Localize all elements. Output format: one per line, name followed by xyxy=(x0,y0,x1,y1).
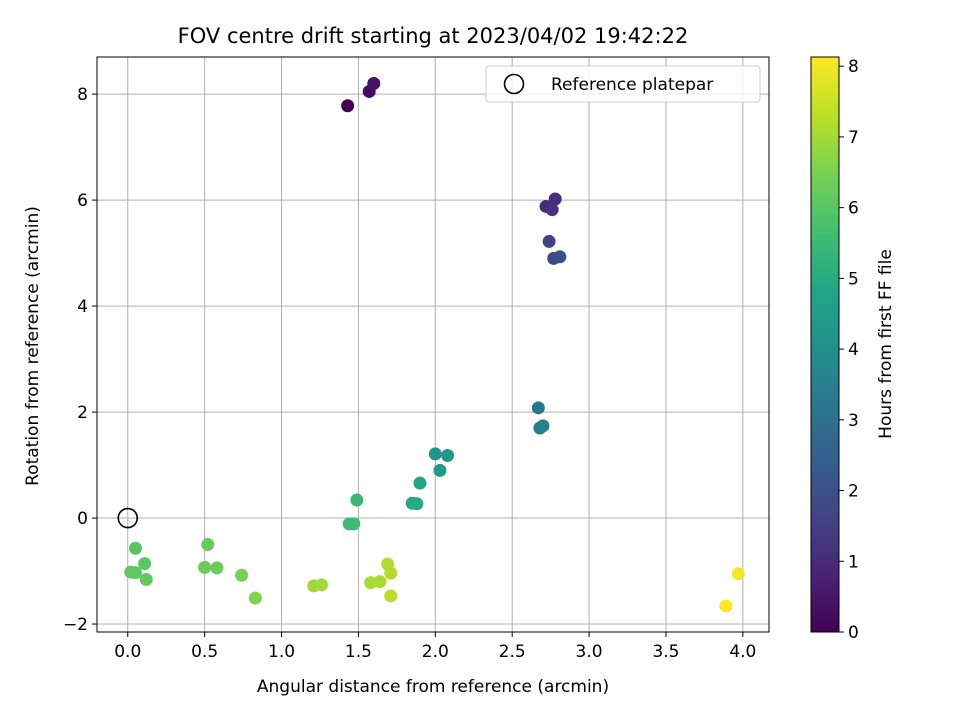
chart-title: FOV centre drift starting at 2023/04/02 … xyxy=(178,24,689,48)
x-tick-label: 0.0 xyxy=(114,642,141,662)
data-point xyxy=(384,589,398,603)
data-point xyxy=(341,99,355,113)
x-tick-label: 0.5 xyxy=(191,642,218,662)
data-point xyxy=(433,463,447,477)
data-point xyxy=(201,538,215,552)
data-point xyxy=(731,567,745,581)
data-points xyxy=(117,76,745,613)
x-tick-label: 1.5 xyxy=(345,642,372,662)
data-point xyxy=(542,234,556,248)
y-axis-label: Rotation from reference (arcmin) xyxy=(23,206,43,486)
data-point xyxy=(384,566,398,580)
data-point xyxy=(350,493,364,507)
colorbar-tick-label: 1 xyxy=(848,552,859,572)
data-point xyxy=(248,591,262,605)
colorbar-ticks: 0 1 2 3 4 5 6 7 8 xyxy=(839,57,859,643)
data-point xyxy=(367,76,381,90)
data-point xyxy=(531,401,545,415)
colorbar-label: Hours from first FF file xyxy=(876,249,896,439)
x-tick-label: 3.5 xyxy=(652,642,679,662)
data-point xyxy=(235,568,249,582)
legend-marker-reference xyxy=(503,73,525,95)
x-tick-label: 3.0 xyxy=(576,642,603,662)
y-tick-label: 4 xyxy=(77,297,88,317)
y-tick-label: −2 xyxy=(63,615,88,635)
colorbar-gradient xyxy=(810,56,840,633)
x-tick-label: 2.0 xyxy=(422,642,449,662)
data-point xyxy=(553,250,567,264)
data-point xyxy=(536,419,550,433)
y-axis-ticks: −2 0 2 4 6 8 xyxy=(63,85,97,635)
legend-box xyxy=(485,65,761,103)
x-axis-ticks: 0.0 0.5 1.0 1.5 2.0 2.5 3.0 3.5 4.0 xyxy=(114,632,756,662)
x-axis-label: Angular distance from reference (arcmin) xyxy=(257,677,609,697)
data-point xyxy=(347,517,361,531)
colorbar-tick-label: 2 xyxy=(848,482,859,502)
colorbar-tick-label: 5 xyxy=(848,269,859,289)
colorbar-tick-label: 3 xyxy=(848,411,859,431)
data-point xyxy=(441,449,455,463)
x-tick-label: 2.5 xyxy=(499,642,526,662)
y-tick-label: 2 xyxy=(77,403,88,423)
data-point xyxy=(138,557,152,571)
data-point xyxy=(139,573,153,587)
grid-lines xyxy=(97,57,769,632)
x-tick-label: 4.0 xyxy=(729,642,756,662)
plot-frame xyxy=(96,56,770,633)
data-point xyxy=(545,203,559,217)
colorbar-tick-label: 8 xyxy=(848,57,859,77)
x-tick-label: 1.0 xyxy=(268,642,295,662)
data-point xyxy=(210,561,224,575)
data-point xyxy=(128,541,142,555)
legend-label-reference: Reference platepar xyxy=(551,75,713,95)
colorbar-tick-label: 0 xyxy=(848,623,859,643)
legend: Reference platepar xyxy=(485,65,761,103)
y-tick-label: 6 xyxy=(77,191,88,211)
y-tick-label: 0 xyxy=(77,509,88,529)
data-point xyxy=(410,497,424,511)
colorbar-tick-label: 6 xyxy=(848,199,859,219)
data-point xyxy=(315,578,329,592)
colorbar: 0 1 2 3 4 5 6 7 8 Hours from first FF file xyxy=(810,56,896,643)
data-point xyxy=(413,476,427,490)
data-point xyxy=(548,192,562,206)
data-point xyxy=(373,575,387,589)
colorbar-tick-label: 4 xyxy=(848,340,859,360)
data-point xyxy=(719,599,733,613)
reference-platepar-marker xyxy=(117,507,139,529)
data-point xyxy=(428,447,442,461)
y-tick-label: 8 xyxy=(77,85,88,105)
data-point xyxy=(128,566,142,580)
colorbar-tick-label: 7 xyxy=(848,128,859,148)
data-point xyxy=(198,560,212,574)
